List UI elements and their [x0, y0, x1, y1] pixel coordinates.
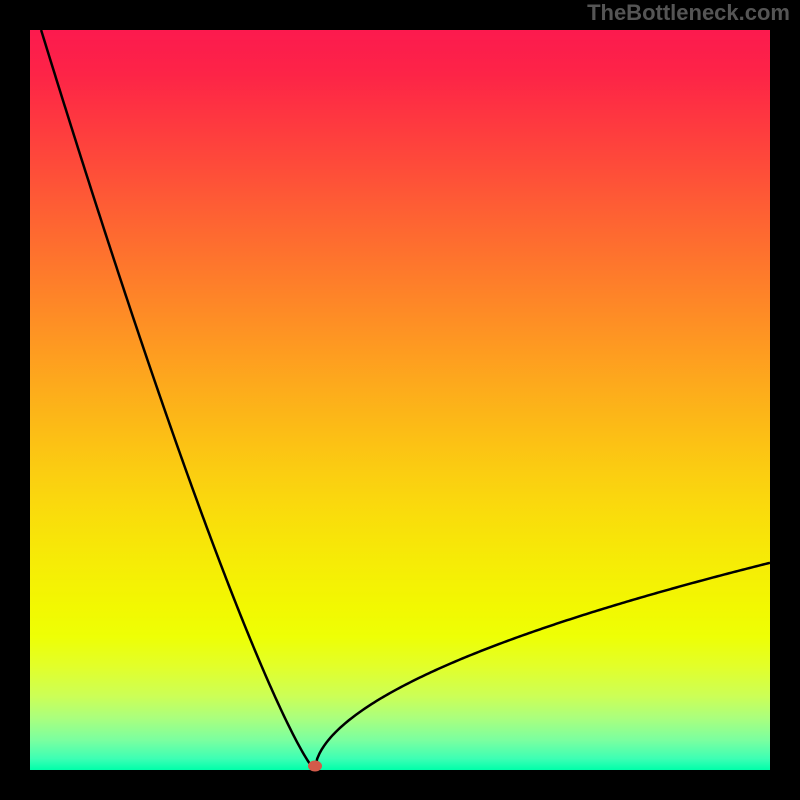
watermark-text: TheBottleneck.com — [587, 0, 790, 26]
bottleneck-curve — [0, 0, 800, 800]
bottleneck-curve-path — [41, 30, 770, 770]
chart-stage: TheBottleneck.com — [0, 0, 800, 800]
optimum-marker — [308, 761, 322, 772]
